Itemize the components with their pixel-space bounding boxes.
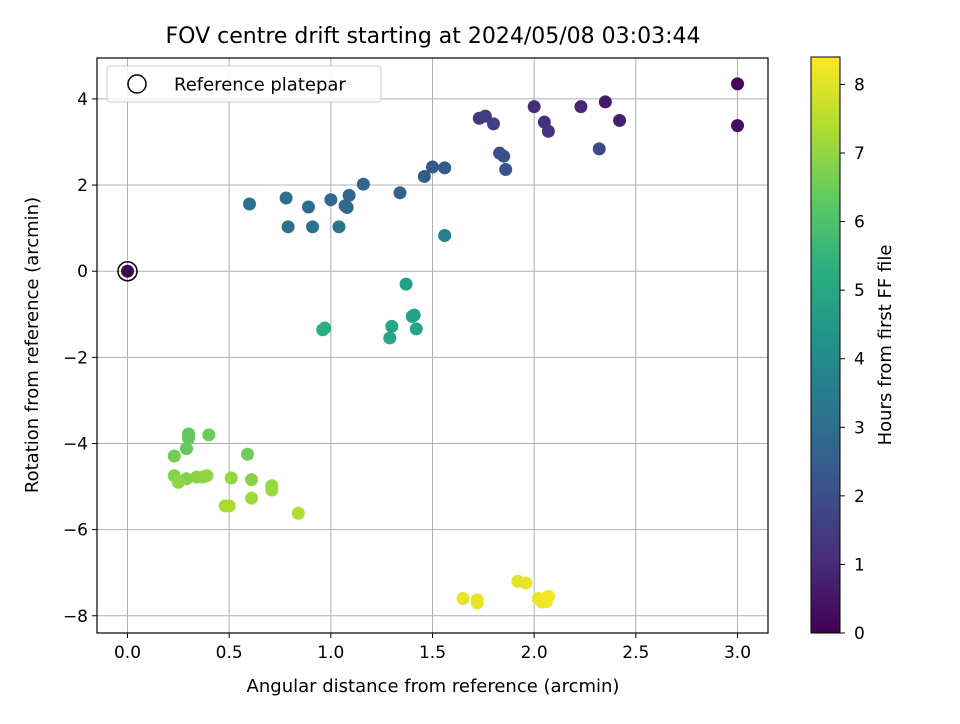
legend-box: [106, 65, 382, 103]
data-point: [222, 499, 236, 513]
x-tick-label: 0.5: [216, 643, 243, 663]
x-tick-label: 2.0: [521, 643, 548, 663]
data-point: [409, 322, 423, 336]
y-tick-label: −2: [63, 348, 88, 368]
data-point: [470, 596, 484, 610]
data-point: [279, 191, 293, 205]
data-point: [167, 449, 181, 463]
data-point: [342, 188, 356, 202]
x-axis-label: Angular distance from reference (arcmin): [247, 676, 620, 697]
data-point: [265, 483, 279, 497]
x-tick-label: 1.5: [419, 643, 446, 663]
x-tick-label: 3.0: [724, 643, 751, 663]
y-tick-label: 4: [77, 90, 88, 110]
data-point: [340, 200, 354, 214]
colorbar-tick-label: 8: [854, 75, 865, 95]
data-point: [171, 475, 185, 489]
data-point: [426, 160, 439, 174]
colorbar-gradient: [810, 56, 841, 634]
data-point: [200, 469, 214, 483]
x-axis-ticks: 0.0 0.5 1.0 1.5 2.0 2.5 3.0: [114, 633, 751, 663]
data-point: [497, 149, 511, 163]
data-point: [399, 277, 413, 291]
data-point: [245, 473, 259, 487]
colorbar-tick-label: 0: [854, 624, 865, 644]
data-point: [613, 113, 627, 127]
x-tick-label: 0.0: [114, 643, 141, 663]
data-point: [592, 142, 606, 156]
colorbar-tick-label: 3: [854, 418, 865, 438]
reference-platepar-marker: [117, 260, 138, 282]
y-axis-ticks: −8 −6 −4 −2 0 2 4: [63, 90, 97, 627]
data-point: [121, 264, 134, 278]
data-point: [245, 491, 259, 505]
data-point: [519, 576, 533, 590]
y-tick-label: 2: [77, 176, 88, 196]
colorbar-ticks: 0 1 2 3 4 5 6 7 8: [840, 75, 865, 644]
data-point: [281, 220, 295, 234]
y-tick-label: −6: [63, 521, 88, 541]
y-axis-label: Rotation from reference (arcmin): [22, 197, 43, 493]
data-point: [324, 193, 338, 207]
data-point: [393, 186, 407, 200]
data-point: [291, 506, 305, 520]
data-point: [731, 119, 744, 133]
colorbar-tick-label: 2: [854, 487, 865, 507]
data-point: [499, 163, 513, 177]
legend: Reference platepar: [106, 65, 382, 103]
data-point: [385, 319, 399, 333]
data-point: [487, 117, 500, 131]
data-point: [598, 95, 612, 109]
x-tick-label: 1.0: [317, 643, 344, 663]
data-point: [356, 177, 370, 191]
data-point: [407, 308, 421, 322]
data-point: [306, 220, 320, 234]
data-point: [179, 442, 193, 456]
colorbar: 0 1 2 3 4 5 6 7 8 Hours from first FF file: [810, 56, 896, 644]
y-tick-label: −4: [63, 434, 88, 454]
data-point: [182, 431, 195, 445]
colorbar-tick-label: 7: [854, 144, 865, 164]
colorbar-tick-label: 1: [854, 555, 865, 575]
data-point: [301, 200, 315, 214]
data-point: [240, 447, 254, 461]
data-point: [417, 169, 431, 183]
y-tick-label: −8: [63, 607, 88, 627]
colorbar-tick-label: 4: [854, 350, 865, 370]
data-point: [456, 592, 470, 606]
x-tick-label: 2.5: [622, 643, 649, 663]
data-point: [541, 124, 555, 138]
data-point: [574, 100, 588, 114]
data-point: [438, 161, 452, 175]
data-point: [224, 471, 238, 485]
grid: [97, 58, 768, 633]
data-point: [383, 331, 397, 345]
data-point: [527, 100, 541, 114]
data-point: [541, 589, 555, 603]
legend-reference-marker: [127, 74, 147, 94]
data-point: [316, 323, 330, 337]
data-point: [478, 109, 492, 123]
data-point: [243, 197, 256, 211]
data-point: [332, 220, 346, 234]
colorbar-tick-label: 5: [854, 281, 865, 301]
colorbar-tick-label: 6: [854, 213, 865, 233]
y-tick-label: 0: [77, 262, 88, 282]
data-point: [731, 77, 744, 91]
colorbar-label: Hours from first FF file: [875, 245, 896, 446]
legend-reference-label: Reference platepar: [174, 75, 346, 96]
data-points: [117, 77, 744, 610]
data-point: [438, 228, 452, 242]
chart-title: FOV centre drift starting at 2024/05/08 …: [166, 24, 701, 49]
data-point: [202, 428, 216, 442]
